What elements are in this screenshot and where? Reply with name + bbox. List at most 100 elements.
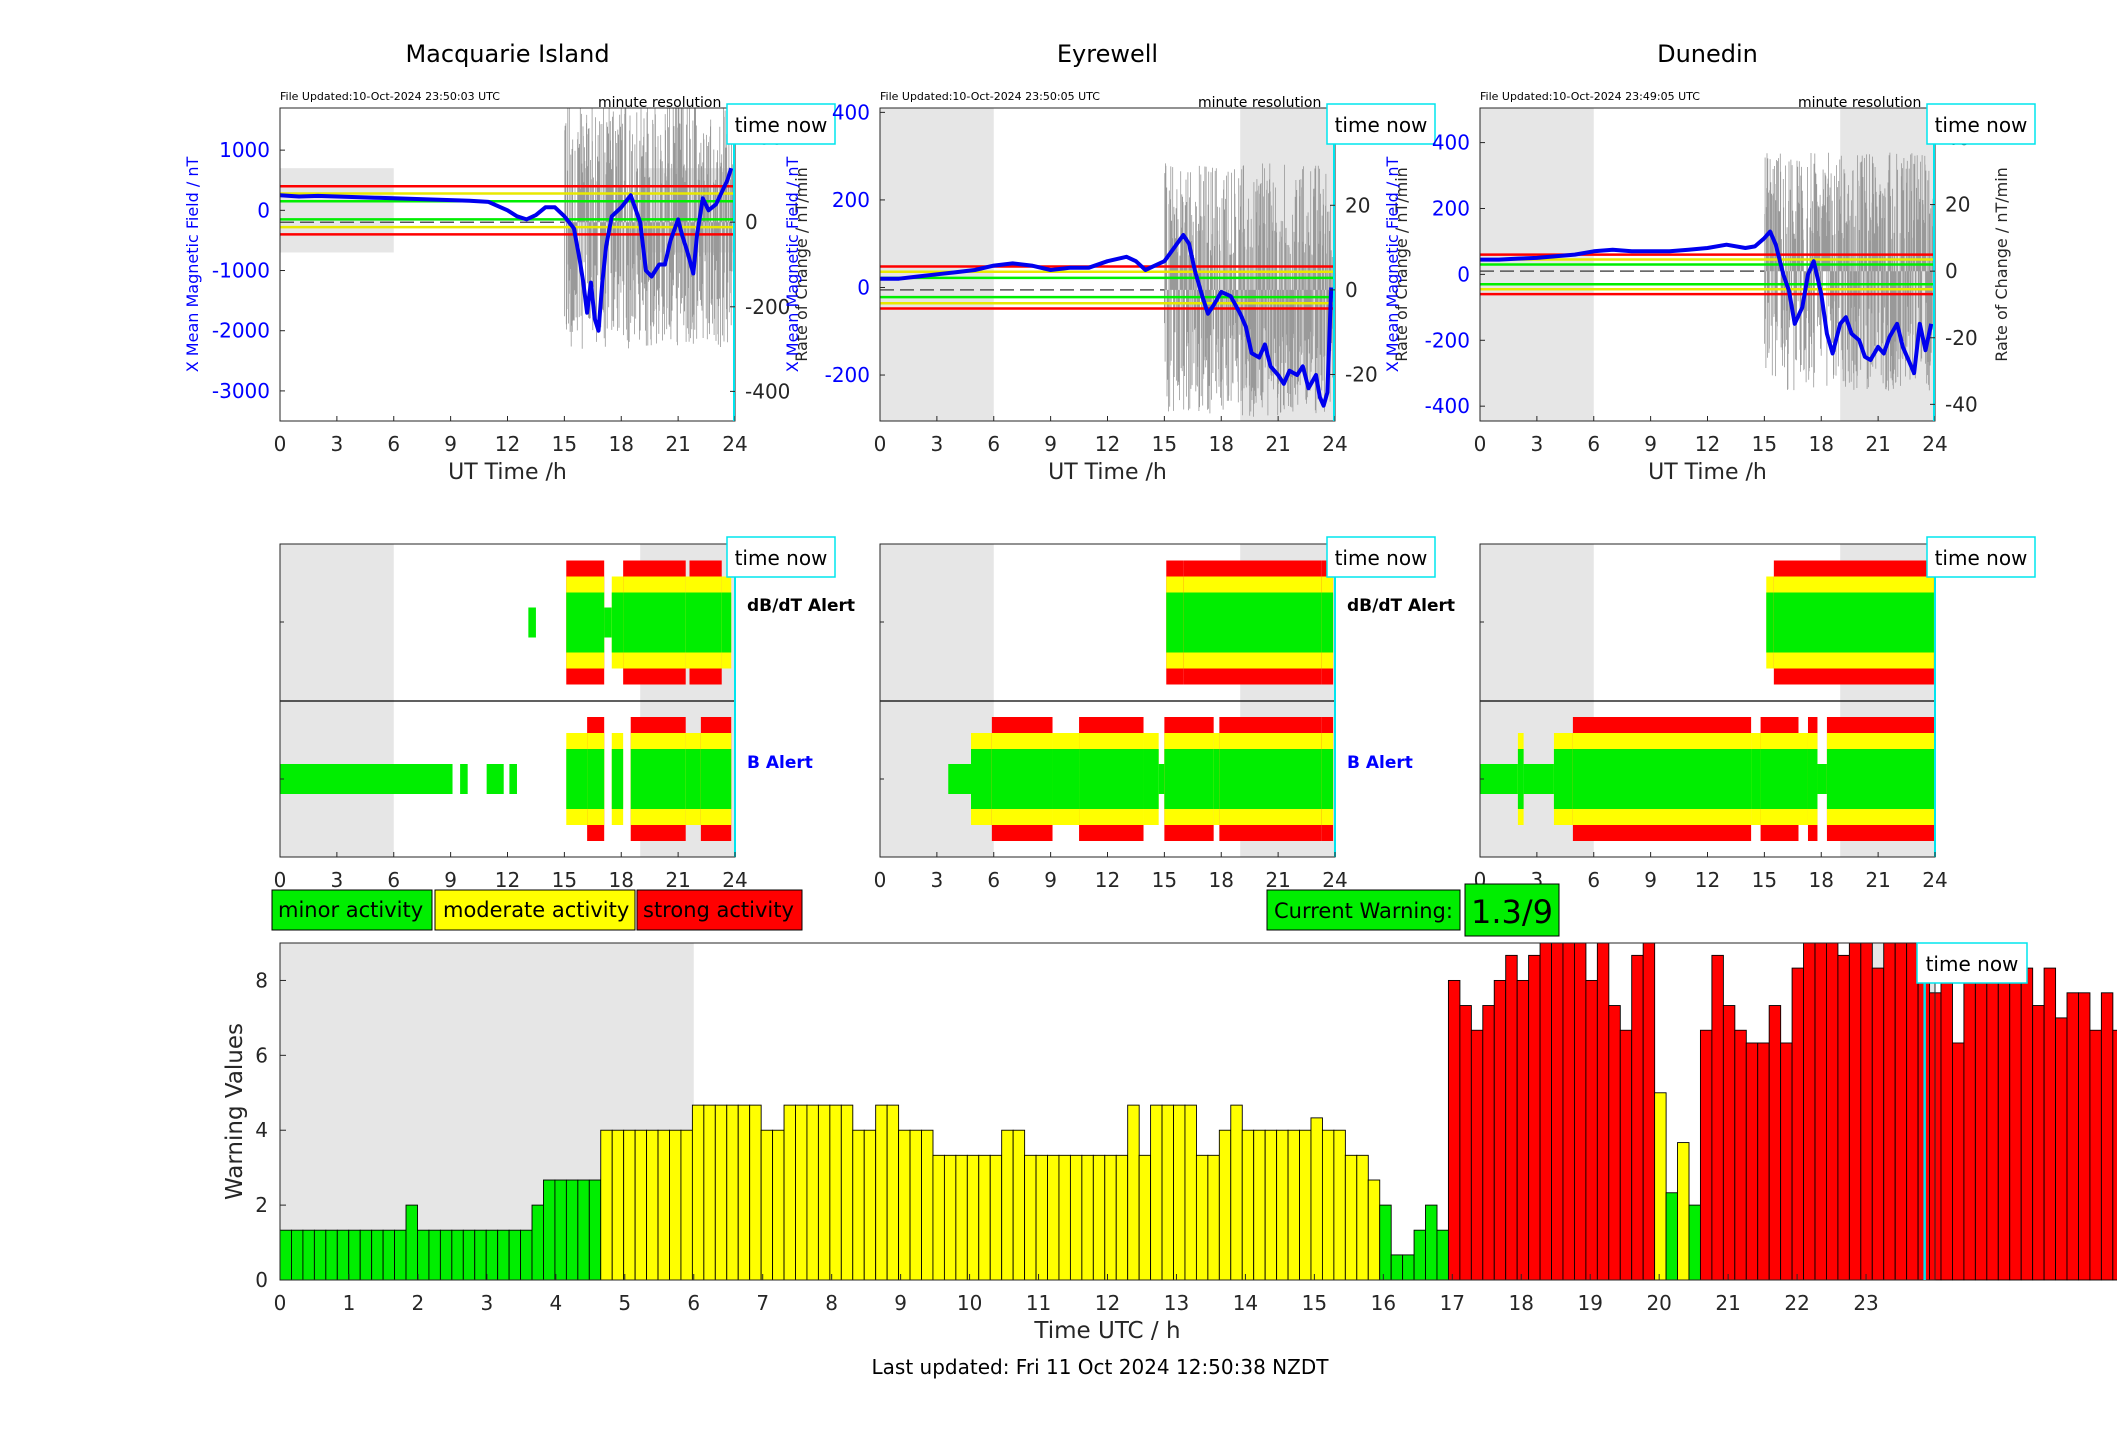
warning-bar [577,1179,590,1281]
warning-bar [1024,1154,1037,1281]
warning-bar [2066,992,2079,1281]
warning-bar [1860,942,1873,1281]
alert-x-tick-label: 24 [1322,868,1347,892]
warning-x-tick-label: 20 [1646,1291,1671,1315]
warning-bar [932,1154,945,1281]
x-tick-label: 12 [1695,432,1720,456]
warning-bar [2077,992,2091,1281]
warning-bar [726,1104,739,1281]
warning-bar [1940,942,1953,1281]
x-field-series [1480,229,1934,376]
y-axis-label-right: Rate of Change / nT/min [792,167,811,362]
dbdt-alert-minor-core [566,592,605,653]
warning-bar [703,1104,716,1281]
warning-bar [417,1229,430,1281]
b-alert-minor-core [566,749,588,809]
b-alert-minor-segment [948,764,971,794]
warning-y-tick-label: 8 [255,968,268,992]
warning-x-tick-label: 4 [549,1291,562,1315]
dbdt-alert-label: dB/dT Alert [1347,596,1455,616]
station-title: Dunedin [1657,40,1758,68]
warning-bar [382,1229,396,1281]
warning-bar [1963,979,1976,1281]
x-field-series [279,167,734,333]
station-title: Eyrewell [1057,40,1158,68]
alert-x-tick-label: 15 [1752,868,1777,892]
warning-bar [291,1229,304,1281]
warning-bar [531,1204,544,1281]
warning-bar [1356,1154,1369,1281]
warning-bar [2100,992,2114,1281]
warning-x-tick-label: 15 [1302,1291,1327,1315]
warning-bar [737,1104,751,1281]
warning-bar [1379,1204,1392,1281]
b-alert-minor-segment [1817,764,1827,794]
y-right-tick-label: 20 [1345,193,1370,217]
warning-bar [462,1229,476,1281]
warning-bar [795,1104,808,1281]
alert-x-tick-label: 24 [722,868,747,892]
warning-bar [657,1129,670,1281]
warning-bar [1195,1154,1209,1281]
b-alert-minor-core [700,749,732,809]
dbdt-alert-minor-segment [604,607,612,638]
warning-x-tick-label: 23 [1853,1291,1878,1315]
y-tick-label: -200 [1425,328,1470,352]
warning-bar [279,1229,292,1281]
x-tick-label: 0 [274,432,287,456]
y-right-tick-label: -20 [1345,362,1378,386]
warning-bar [520,1229,533,1281]
b-alert-minor-core [971,749,992,809]
dbdt-alert-minor-core [721,592,732,653]
x-tick-label: 18 [609,432,634,456]
warning-x-tick-label: 8 [825,1291,838,1315]
night-band [280,168,394,253]
b-alert-minor-core [1321,749,1334,809]
legend-minor-swatch [271,889,433,931]
warning-bar [1688,1204,1701,1281]
warning-bar [1047,1154,1060,1281]
warning-bar [1230,1104,1243,1281]
b-alert-minor-core [685,749,701,809]
warning-bar [313,1229,327,1281]
warning-bar [806,1104,819,1281]
warning-bar [1871,967,1885,1281]
warning-bar [1596,942,1610,1281]
x-tick-label: 21 [1265,432,1290,456]
warning-x-tick-label: 12 [1095,1291,1120,1315]
warning-bar [336,1229,350,1281]
warning-bar [1539,942,1553,1281]
current-warning-label-box [1266,889,1461,931]
warning-bar [348,1229,361,1281]
warning-bar [634,1129,648,1281]
time-now-box [1326,103,1436,145]
b-alert-minor-segment [280,764,453,794]
warning-bar [1825,942,1839,1281]
b-alert-minor-segment [460,764,468,794]
warning-bar [1997,967,2011,1281]
warning-bar [1608,1005,1621,1281]
x-axis-label: UT Time /h [1048,460,1167,485]
warning-x-tick-label: 17 [1440,1291,1465,1315]
warning-bar [1241,1129,1255,1281]
y-right-tick-label: -20 [1945,326,1978,350]
alert-x-tick-label: 9 [444,868,457,892]
warning-bar [497,1229,510,1281]
warning-bar [1757,1042,1770,1281]
warning-bar [760,1129,774,1281]
warning-x-tick-label: 10 [957,1291,982,1315]
alert-x-tick-label: 9 [1044,868,1057,892]
resolution-label: minute resolution [1798,95,1921,111]
b-alert-minor-core [1219,749,1322,809]
warning-bar [508,1229,522,1281]
warning-bar [1814,942,1827,1281]
warning-bar [966,1154,980,1281]
warning-bar [1184,1104,1197,1281]
x-tick-label: 0 [874,432,887,456]
y-axis-label-left: X Mean Magnetic Field / nT [183,157,202,373]
b-alert-minor-core [630,749,686,809]
warning-bar [1035,1154,1048,1281]
b-alert-minor-core [1052,749,1080,809]
warning-bar [302,1229,315,1281]
alert-time-now-box [1326,536,1436,578]
